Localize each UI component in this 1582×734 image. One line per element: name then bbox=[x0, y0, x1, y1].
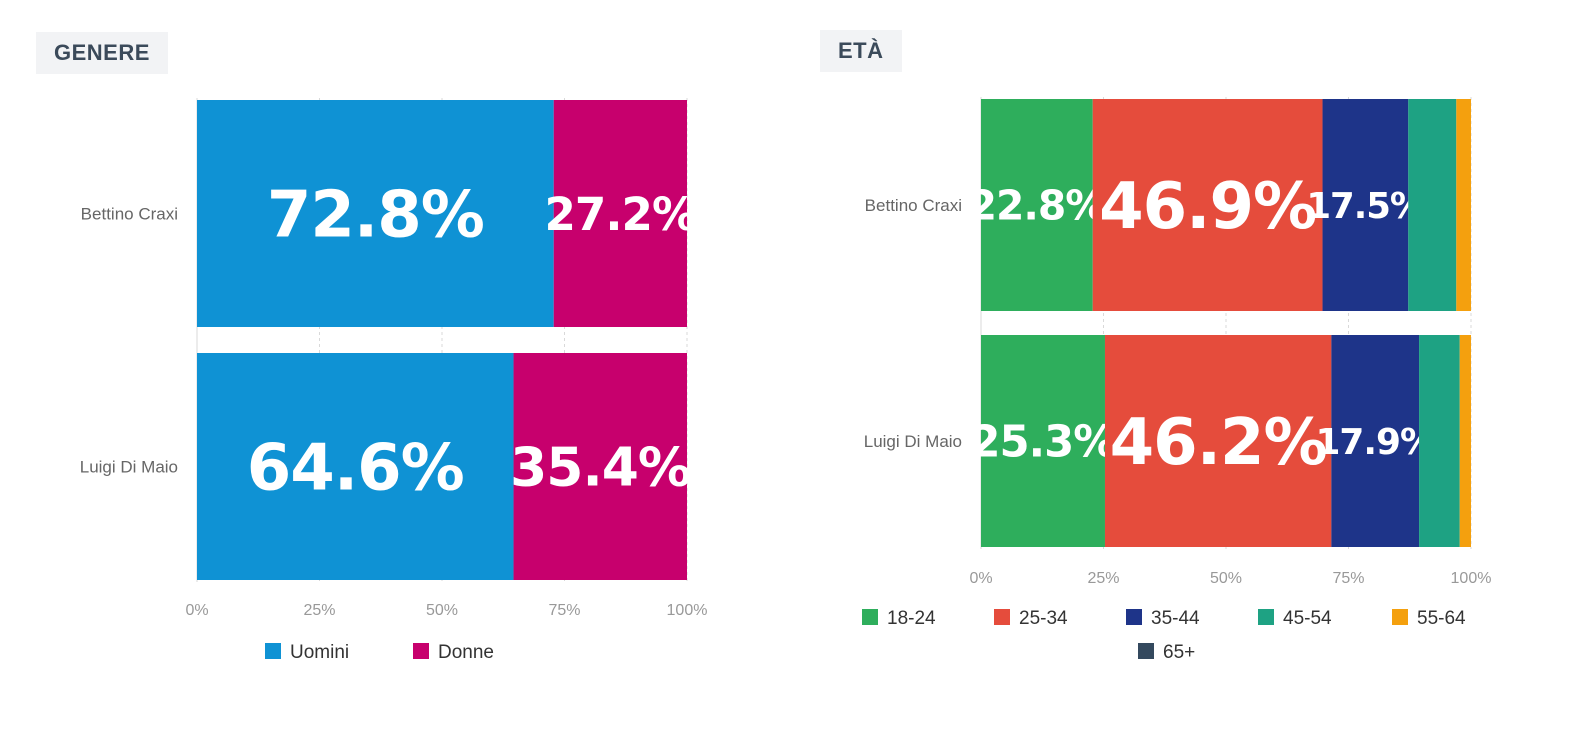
data-label-donne-bettino-craxi: 27.2% bbox=[544, 188, 696, 241]
bar-25-34-bettino-craxi bbox=[1092, 99, 1323, 311]
legend-label-35-44[interactable]: 35-44 bbox=[1151, 608, 1200, 629]
category-label-luigi-di-maio: Luigi Di Maio bbox=[864, 432, 962, 451]
legend-swatch-45-54[interactable] bbox=[1258, 609, 1274, 625]
legend-label-55-64[interactable]: 55-64 bbox=[1417, 608, 1466, 629]
bar-35-44-luigi-di-maio bbox=[1331, 335, 1420, 547]
x-tick-label-100: 100% bbox=[667, 602, 708, 619]
x-tick-label-25: 25% bbox=[303, 602, 335, 619]
data-label-18-24-luigi-di-maio: 25.3% bbox=[970, 418, 1115, 468]
category-label-luigi-di-maio: Luigi Di Maio bbox=[80, 458, 178, 477]
bar-uomini-luigi-di-maio bbox=[197, 353, 514, 580]
legend-label-25-34[interactable]: 25-34 bbox=[1019, 608, 1068, 629]
bar-18-24-bettino-craxi bbox=[981, 99, 1093, 311]
data-label-18-24-bettino-craxi: 22.8% bbox=[969, 182, 1106, 230]
x-tick-label-50: 50% bbox=[1210, 570, 1242, 587]
data-label-uomini-bettino-craxi: 72.8% bbox=[267, 179, 484, 253]
legend-label-uomini[interactable]: Uomini bbox=[290, 642, 349, 663]
x-tick-label-50: 50% bbox=[426, 602, 458, 619]
category-label-bettino-craxi: Bettino Craxi bbox=[81, 205, 178, 224]
x-tick-label-0: 0% bbox=[969, 570, 992, 587]
legend-swatch-18-24[interactable] bbox=[862, 609, 878, 625]
legend-swatch-55-64[interactable] bbox=[1392, 609, 1408, 625]
x-tick-label-25: 25% bbox=[1087, 570, 1119, 587]
data-label-uomini-luigi-di-maio: 64.6% bbox=[247, 432, 464, 506]
eta-chart: 0% 25% 50% 75% 100%Bettino Craxi 22.8%46.9%17… bbox=[862, 97, 1491, 663]
bar-45-54-bettino-craxi bbox=[1408, 99, 1457, 311]
x-tick-label-0: 0% bbox=[185, 602, 208, 619]
bar-25-34-luigi-di-maio bbox=[1104, 335, 1332, 547]
legend-swatch-35-44[interactable] bbox=[1126, 609, 1142, 625]
bar-35-44-bettino-craxi bbox=[1322, 99, 1409, 311]
legend-swatch-25-34[interactable] bbox=[994, 609, 1010, 625]
data-label-35-44-luigi-di-maio: 17.9% bbox=[1315, 422, 1435, 463]
data-label-donne-luigi-di-maio: 35.4% bbox=[510, 436, 690, 499]
x-tick-label-75: 75% bbox=[548, 602, 580, 619]
x-tick-label-100: 100% bbox=[1451, 570, 1492, 587]
legend-label-45-54[interactable]: 45-54 bbox=[1283, 608, 1332, 629]
legend-label-18-24[interactable]: 18-24 bbox=[887, 608, 936, 629]
eta-title: ETÀ bbox=[820, 30, 902, 72]
bar-uomini-bettino-craxi bbox=[197, 100, 554, 327]
legend-label-65[interactable]: 65+ bbox=[1163, 642, 1195, 663]
legend-swatch-uomini[interactable] bbox=[265, 643, 281, 659]
bar-donne-luigi-di-maio bbox=[513, 353, 687, 580]
x-tick-label-75: 75% bbox=[1332, 570, 1364, 587]
legend-swatch-65[interactable] bbox=[1138, 643, 1154, 659]
bar-45-54-luigi-di-maio bbox=[1419, 335, 1460, 547]
genere-title: GENERE bbox=[36, 32, 168, 74]
data-label-25-34-bettino-craxi: 46.9% bbox=[1099, 170, 1316, 244]
category-label-bettino-craxi: Bettino Craxi bbox=[865, 196, 962, 215]
bar-18-24-luigi-di-maio bbox=[981, 335, 1105, 547]
data-label-35-44-bettino-craxi: 17.5% bbox=[1306, 186, 1425, 227]
bar-donne-bettino-craxi bbox=[553, 100, 687, 327]
data-label-25-34-luigi-di-maio: 46.2% bbox=[1110, 406, 1327, 480]
genere-chart: 0% 25% 50% 75% 100% Bettino Craxi 72.8% 27.2% Lu… bbox=[80, 98, 708, 663]
legend-label-donne[interactable]: Donne bbox=[438, 642, 494, 663]
legend-swatch-donne[interactable] bbox=[413, 643, 429, 659]
bar-55-64-bettino-craxi bbox=[1456, 99, 1471, 311]
bar-55-64-luigi-di-maio bbox=[1459, 335, 1471, 547]
